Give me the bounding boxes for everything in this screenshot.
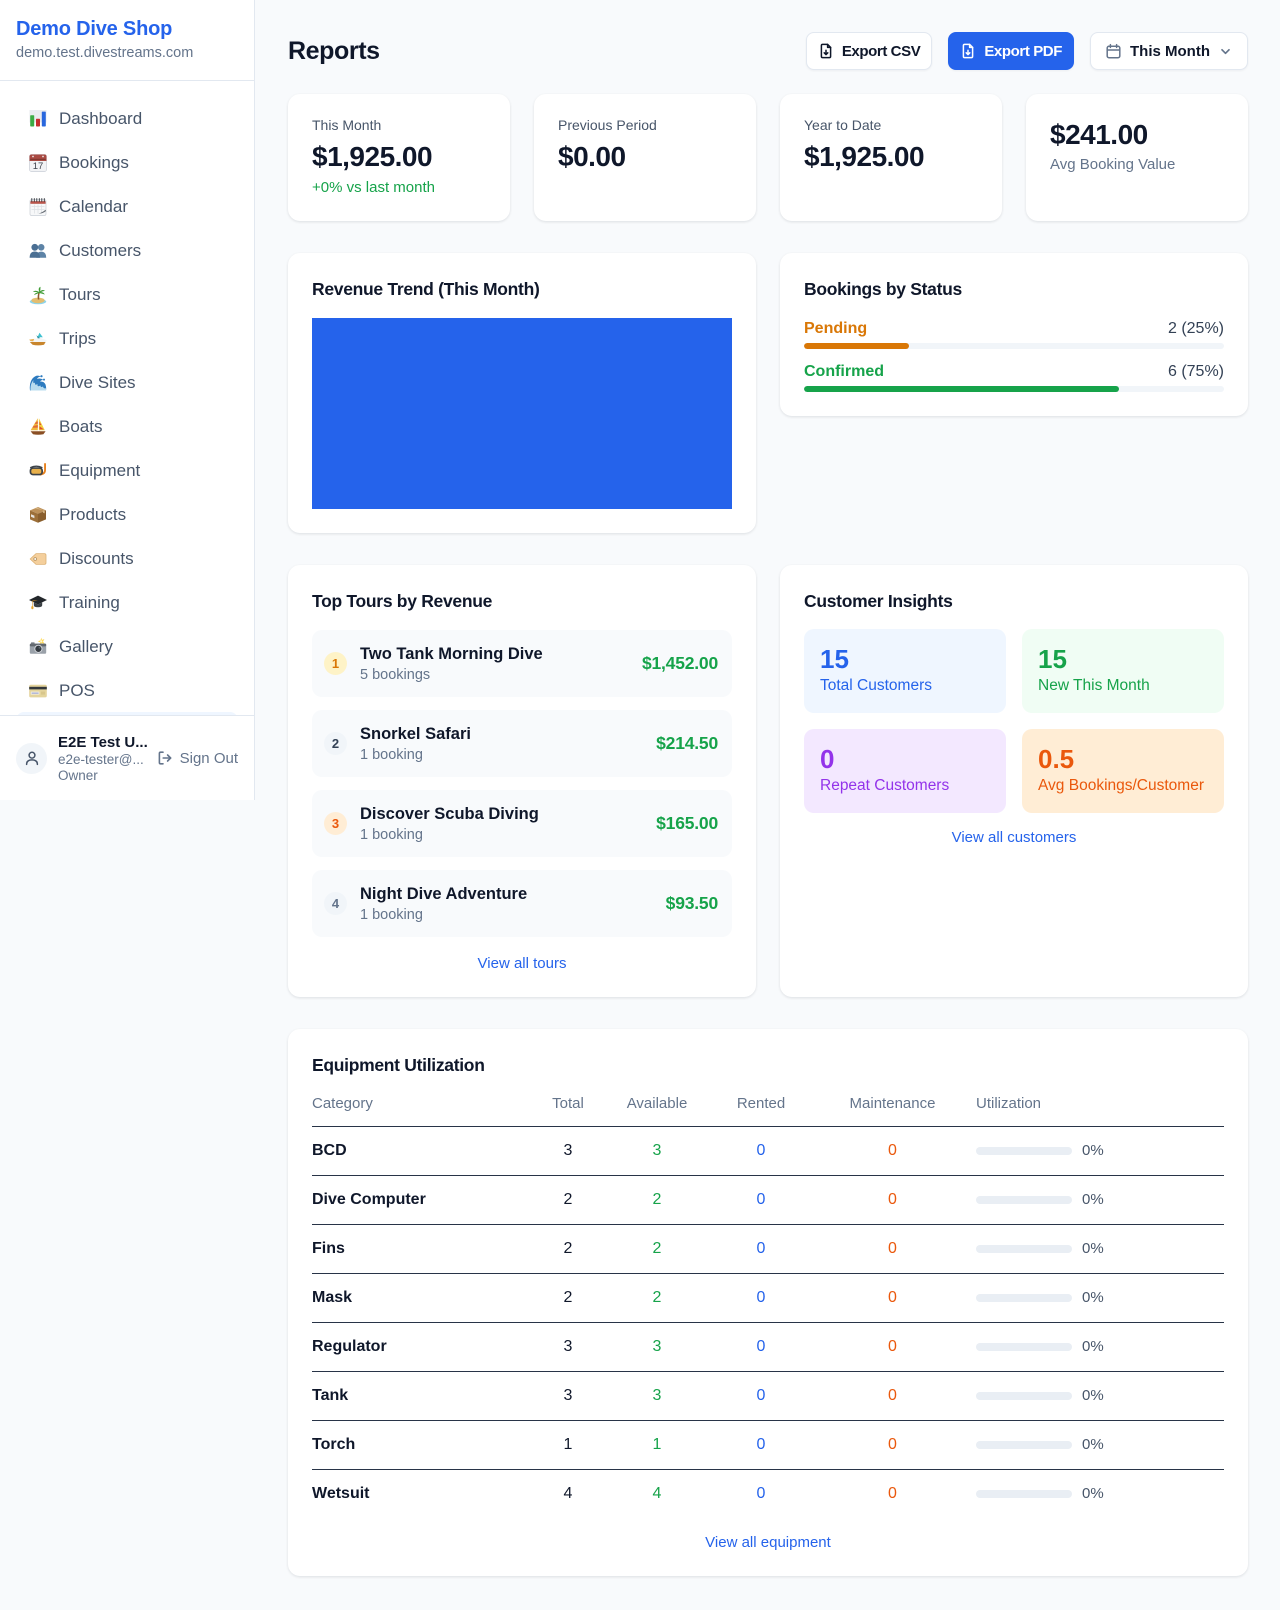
svg-text:17: 17 [33,161,44,172]
